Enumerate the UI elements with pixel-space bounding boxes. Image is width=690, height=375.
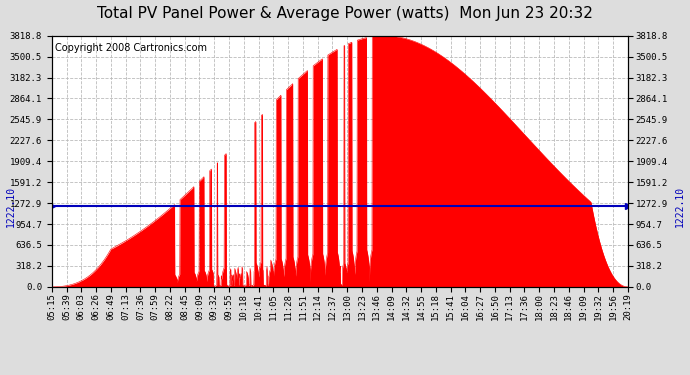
Text: 1222.10: 1222.10: [6, 186, 15, 227]
Text: Copyright 2008 Cartronics.com: Copyright 2008 Cartronics.com: [55, 43, 206, 53]
Text: Total PV Panel Power & Average Power (watts)  Mon Jun 23 20:32: Total PV Panel Power & Average Power (wa…: [97, 6, 593, 21]
Text: 1222.10: 1222.10: [676, 186, 685, 227]
